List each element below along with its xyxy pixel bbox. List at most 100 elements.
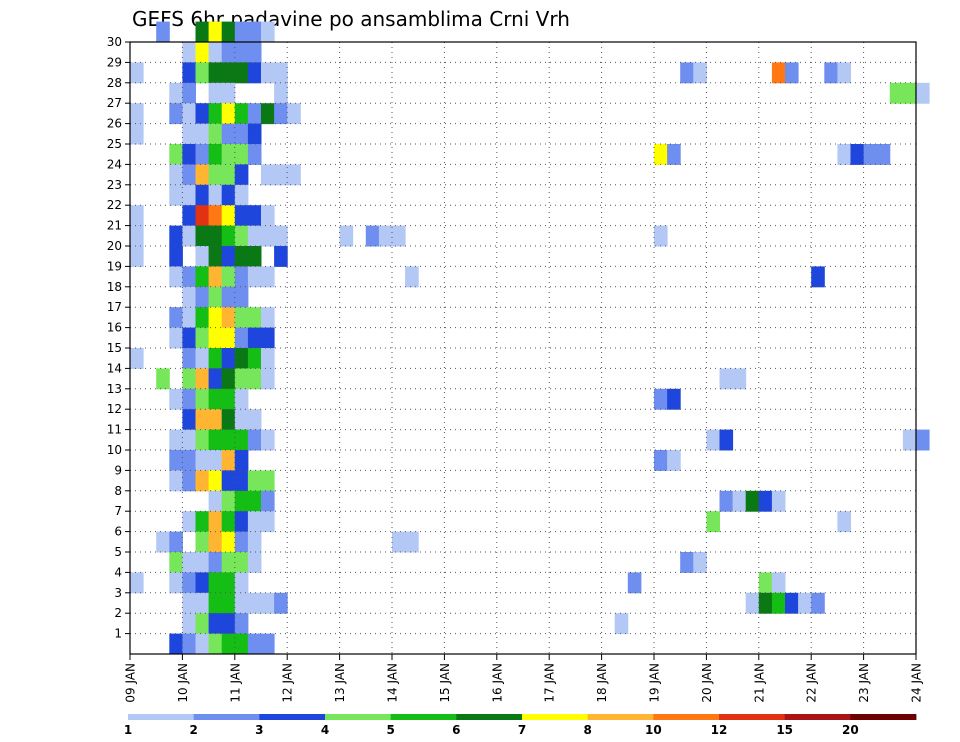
heatmap-cell — [261, 429, 275, 451]
heatmap-cell — [811, 592, 825, 614]
heatmap-cell — [208, 592, 223, 614]
heatmap-cell — [234, 409, 249, 431]
x-tick-label: 22 JAN — [805, 663, 819, 703]
heatmap-cell — [234, 286, 249, 308]
legend-swatch — [390, 714, 457, 720]
heatmap-cell — [261, 592, 275, 614]
heatmap-cell — [745, 592, 760, 614]
heatmap-cell — [208, 103, 223, 125]
x-tick-label: 21 JAN — [752, 663, 766, 703]
heatmap-cell — [182, 225, 196, 247]
heatmap-cell — [339, 225, 354, 247]
heatmap-cell — [234, 531, 249, 553]
heatmap-cell — [247, 511, 262, 533]
color-legend: 1 2 3 4 5 6 7 8 10 12 15 20 — [124, 714, 917, 737]
heatmap-cell — [771, 592, 786, 614]
heatmap-cells — [130, 21, 930, 655]
legend-label: 4 — [321, 723, 329, 737]
heatmap-cell — [195, 184, 210, 206]
heatmap-cell — [208, 205, 223, 227]
heatmap-cell — [182, 184, 196, 206]
heatmap-cell — [247, 490, 262, 512]
heatmap-cell — [182, 327, 196, 349]
x-tick-label: 16 JAN — [490, 663, 504, 703]
heatmap-cell — [287, 103, 301, 125]
legend-label: 15 — [776, 723, 793, 737]
x-tick-label: 12 JAN — [281, 663, 295, 703]
heatmap-cell — [247, 348, 262, 369]
legend-swatch — [128, 714, 195, 720]
heatmap-cell — [234, 613, 249, 635]
legend-label: 6 — [452, 723, 460, 737]
heatmap-cell — [234, 42, 249, 63]
heatmap-cell — [667, 450, 681, 471]
heatmap-cell — [221, 42, 236, 63]
heatmap-cell — [837, 62, 851, 84]
heatmap-cell — [234, 144, 249, 165]
heatmap-cell — [221, 62, 236, 84]
heatmap-cell — [221, 388, 236, 410]
heatmap-cell — [392, 531, 406, 553]
heatmap-cell — [234, 450, 249, 471]
heatmap-cell — [654, 388, 668, 410]
heatmap-cell — [916, 429, 930, 451]
heatmap-cell — [680, 552, 694, 573]
heatmap-cell — [234, 470, 249, 492]
heatmap-cell — [654, 450, 668, 471]
heatmap-cell — [130, 572, 144, 594]
legend-swatch — [522, 714, 589, 720]
heatmap-cell — [221, 552, 236, 573]
heatmap-cell — [221, 144, 236, 165]
heatmap-cell — [234, 123, 249, 145]
heatmap-cell — [261, 62, 275, 84]
heatmap-cell — [208, 572, 223, 594]
x-tick-label: 24 JAN — [910, 663, 924, 703]
x-tick-label: 11 JAN — [228, 663, 242, 703]
x-axis: 09 JAN 10 JAN 11 JAN 12 JAN 13 JAN 14 JAN 15 J… — [124, 654, 924, 703]
y-tick-label: 19 — [107, 259, 122, 273]
heatmap-cell — [732, 490, 747, 512]
heatmap-cell — [261, 307, 275, 329]
heatmap-cell — [234, 572, 249, 594]
heatmap-cell — [758, 592, 773, 614]
heatmap-cell — [274, 592, 288, 614]
heatmap-cell — [221, 572, 236, 594]
heatmap-cell — [863, 144, 878, 165]
heatmap-cell — [365, 225, 380, 247]
heatmap-cell — [247, 62, 262, 84]
heatmap-cell — [706, 429, 720, 451]
y-tick-label: 9 — [114, 463, 122, 477]
heatmap-cell — [182, 62, 196, 84]
legend-label: 12 — [711, 723, 728, 737]
y-tick-label: 7 — [114, 504, 122, 518]
heatmap-cell — [234, 429, 249, 451]
heatmap-cell — [261, 103, 275, 125]
heatmap-cell — [208, 409, 223, 431]
heatmap-cell — [182, 388, 196, 410]
heatmap-cell — [706, 511, 720, 533]
legend-swatch — [456, 714, 523, 720]
heatmap-cell — [221, 409, 236, 431]
heatmap-cell — [195, 388, 210, 410]
heatmap-cell — [247, 327, 262, 349]
heatmap-cell — [719, 368, 734, 390]
heatmap-cell — [719, 490, 734, 512]
heatmap-cell — [247, 266, 262, 288]
y-tick-label: 15 — [107, 341, 122, 355]
legend-label: 1 — [124, 723, 132, 737]
heatmap-cell — [208, 490, 223, 512]
heatmap-cell — [130, 246, 144, 267]
heatmap-cell — [785, 592, 799, 614]
heatmap-cell — [876, 144, 891, 165]
heatmap-cell — [247, 42, 262, 63]
heatmap-cell — [261, 511, 275, 533]
heatmap-cell — [195, 266, 210, 288]
heatmap-cell — [208, 246, 223, 267]
heatmap-cell — [771, 572, 786, 594]
heatmap-cell — [902, 429, 917, 451]
heatmap-cell — [195, 531, 210, 553]
heatmap-cell — [261, 470, 275, 492]
heatmap-cell — [182, 266, 196, 288]
heatmap-cell — [771, 62, 786, 84]
heatmap-cell — [261, 205, 275, 227]
